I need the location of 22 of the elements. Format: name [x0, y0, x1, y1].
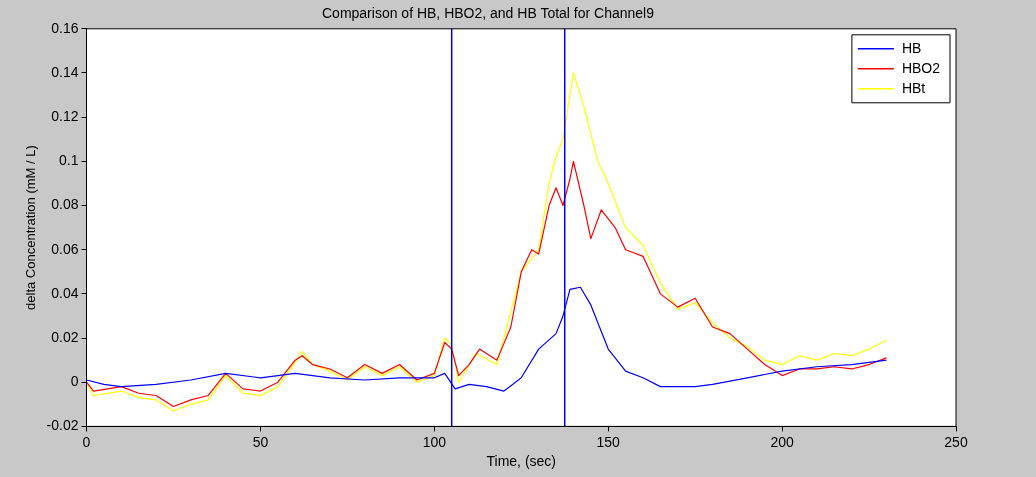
x-tick-label: 50 [252, 433, 269, 450]
x-tick-label: 150 [596, 433, 621, 450]
y-tick-label: 0.04 [51, 284, 79, 301]
y-tick-label: 0.08 [51, 196, 79, 213]
legend-label: HB [901, 39, 922, 56]
x-tick-label: 100 [422, 433, 447, 450]
y-tick-label: -0.02 [46, 417, 79, 434]
y-tick-label: 0.02 [51, 328, 79, 345]
y-tick-label: 0.14 [51, 63, 79, 80]
y-tick-label: 0 [70, 373, 79, 390]
chart-title: Comparison of HB, HBO2, and HB Total for Channel9 [321, 5, 655, 22]
y-tick-label: 0.12 [51, 108, 79, 125]
legend-label: HBO2 [901, 59, 941, 76]
x-tick-label: 250 [944, 433, 968, 450]
y-axis-title: delta Concentration (mM / L) [23, 145, 39, 310]
y-tick-label: 0.1 [59, 152, 79, 169]
x-tick-label: 200 [770, 433, 794, 450]
legend-label: HBt [901, 79, 926, 96]
x-tick-label: 0 [82, 433, 91, 450]
y-tick-label: 0.16 [51, 19, 79, 36]
x-axis-title: Time, (sec) [486, 453, 556, 470]
y-tick-label: 0.06 [51, 240, 79, 257]
